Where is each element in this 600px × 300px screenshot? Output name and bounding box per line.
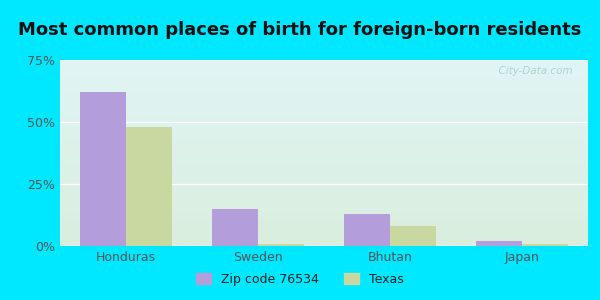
Bar — [522, 244, 568, 246]
Text: Most common places of birth for foreign-born residents: Most common places of birth for foreign-… — [19, 21, 581, 39]
Legend: Zip code 76534, Texas: Zip code 76534, Texas — [191, 268, 409, 291]
Text: City-Data.com: City-Data.com — [491, 66, 572, 76]
Bar — [212, 209, 258, 246]
Bar — [476, 241, 522, 246]
Bar — [258, 244, 304, 246]
Bar — [390, 226, 436, 246]
Bar — [126, 127, 172, 246]
Bar — [80, 92, 126, 246]
Bar — [344, 214, 390, 246]
